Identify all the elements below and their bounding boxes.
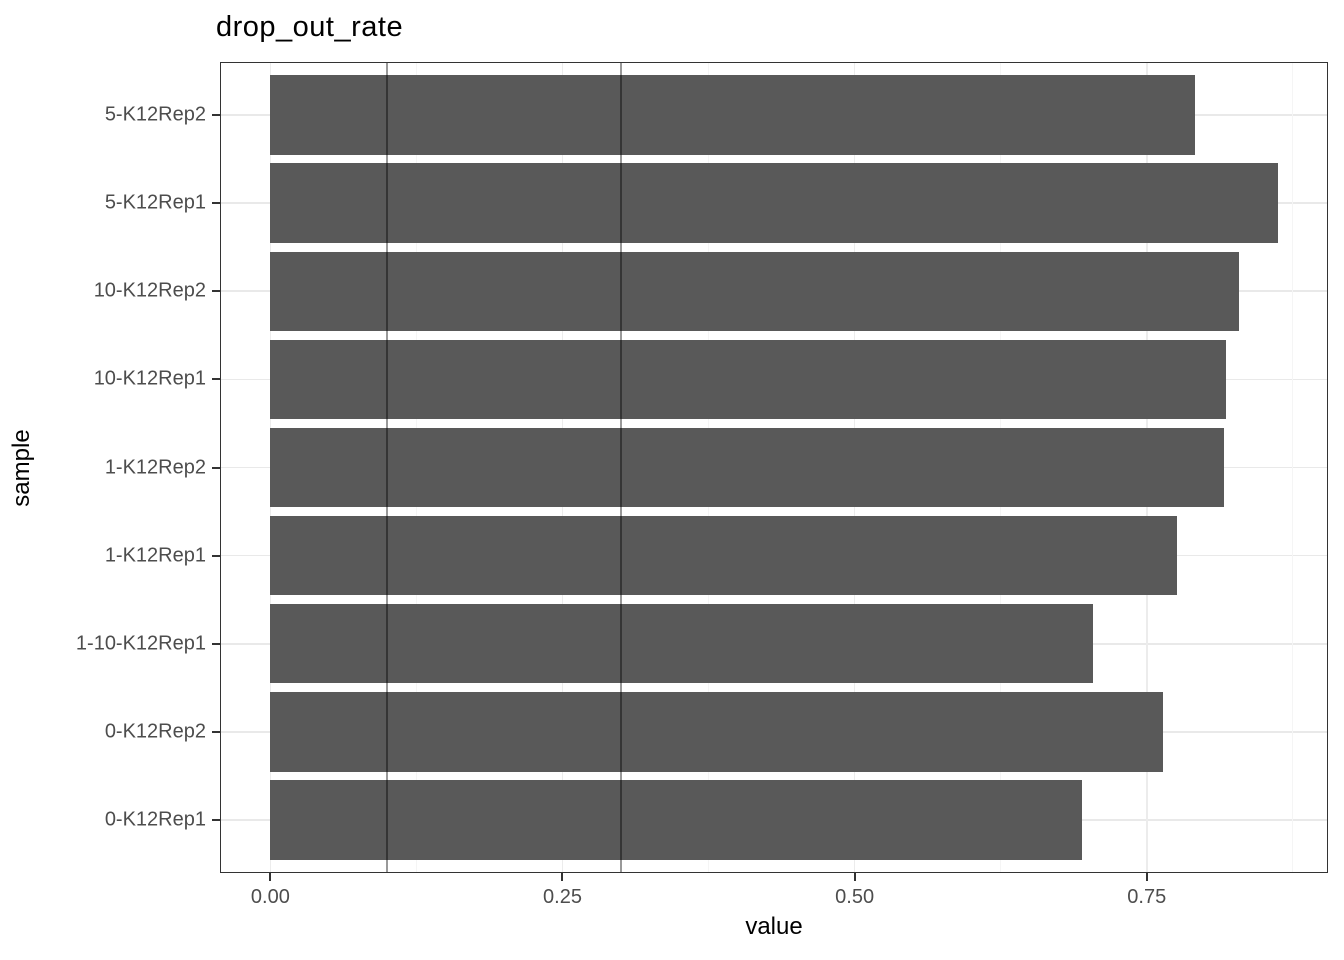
y-tick-label: 5-K12Rep2 xyxy=(104,103,206,126)
bar-1-K12Rep1 xyxy=(270,515,1178,596)
bar-10-K12Rep2 xyxy=(270,251,1240,331)
y-axis-tick xyxy=(212,290,220,293)
gridline-vertical-minor xyxy=(1292,62,1294,873)
y-axis-tick xyxy=(212,730,220,733)
x-tick-label: 0.75 xyxy=(1127,886,1167,908)
reference-line xyxy=(386,62,389,873)
bar-5-K12Rep1 xyxy=(270,163,1278,243)
y-axis-tick xyxy=(212,202,220,205)
y-tick-label: 10-K12Rep2 xyxy=(93,279,206,302)
bar-1-K12Rep2 xyxy=(270,427,1224,508)
chart-title: drop_out_rate xyxy=(216,11,404,43)
y-axis-tick xyxy=(212,113,220,116)
y-tick-label: 1-10-K12Rep1 xyxy=(75,632,206,655)
x-tick-label: 0.25 xyxy=(543,886,582,908)
y-tick-label: 1-K12Rep1 xyxy=(104,544,206,567)
x-axis-tick xyxy=(561,873,564,881)
y-axis-tick xyxy=(212,642,220,645)
x-tick-label: 0.50 xyxy=(835,886,875,908)
y-tick-label: 1-K12Rep2 xyxy=(104,456,206,478)
y-axis-tick xyxy=(212,819,220,822)
y-axis-tick xyxy=(212,466,220,469)
bar-0-K12Rep1 xyxy=(270,780,1083,860)
bar-5-K12Rep2 xyxy=(270,75,1195,155)
x-axis-title: value xyxy=(745,913,803,940)
x-tick-label: 0.00 xyxy=(250,886,290,908)
y-tick-label: 0-K12Rep1 xyxy=(104,808,206,831)
y-axis-tick xyxy=(212,554,220,557)
x-axis-tick xyxy=(853,873,856,881)
bar-1-10-K12Rep1 xyxy=(270,604,1093,684)
bar-10-K12Rep1 xyxy=(270,339,1227,419)
y-axis-title: sample xyxy=(8,428,35,507)
y-axis-tick xyxy=(212,378,220,381)
y-tick-label: 10-K12Rep1 xyxy=(93,367,206,390)
reference-line xyxy=(619,62,622,873)
x-axis-tick xyxy=(269,873,272,881)
y-tick-label: 5-K12Rep1 xyxy=(104,191,206,214)
plot-panel xyxy=(220,62,1328,873)
y-tick-label: 0-K12Rep2 xyxy=(104,720,206,743)
bar-0-K12Rep2 xyxy=(270,692,1164,772)
x-axis-tick xyxy=(1145,873,1148,881)
